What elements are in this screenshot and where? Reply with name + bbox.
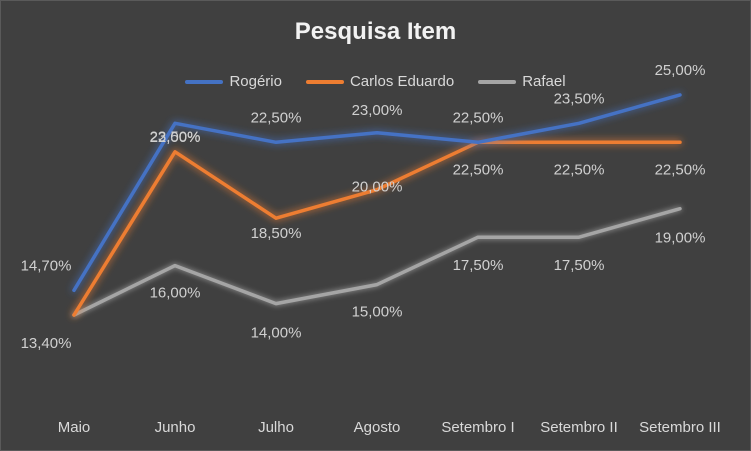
data-label-rogerio: 23,00% [352,102,403,119]
legend-label-rafael: Rafael [522,73,566,90]
chart-title: Pesquisa Item [294,18,457,45]
data-label-rogerio: 14,70% [21,257,72,274]
x-tick-label: Maio [58,419,91,436]
data-label-rafael: 15,00% [352,304,403,321]
legend-item-rafael: Rafael [478,73,566,90]
data-label-rafael: 19,00% [655,230,706,247]
x-tick-label: Julho [258,419,294,436]
legend-swatch-rogerio [185,79,224,84]
data-label-rogerio: 22,50% [453,109,504,126]
x-tick-label: Setembro I [441,419,514,436]
data-label-rafael: 16,00% [150,285,201,302]
data-label-rogerio: 22,50% [251,109,302,126]
data-label-carlos-eduardo: 22,00% [150,129,201,146]
x-tick-label: Agosto [354,419,401,436]
legend-item-rogerio: Rogério [185,73,282,90]
data-label-rogerio: 23,50% [554,90,605,107]
data-label-rogerio: 25,00% [655,62,706,79]
legend-label-carlos-eduardo: Carlos Eduardo [349,73,455,90]
data-label-rafael: 17,50% [554,257,605,274]
x-tick-label: Setembro III [639,419,721,436]
legend-swatch-rafael [478,79,517,84]
data-label-carlos-eduardo: 18,50% [251,225,302,242]
legend-item-carlos-eduardo: Carlos Eduardo [305,73,455,90]
x-tick-label: Setembro II [540,419,618,436]
data-label-carlos-eduardo: 13,40% [21,335,72,352]
data-label-rafael: 17,50% [453,257,504,274]
series-line-carlos-eduardo [72,140,682,317]
x-tick-label: Junho [155,419,196,436]
data-label-carlos-eduardo: 22,50% [554,161,605,178]
data-label-carlos-eduardo: 22,50% [453,161,504,178]
data-label-rafael: 14,00% [251,325,302,342]
legend-label-rogerio: Rogério [229,73,282,90]
data-label-carlos-eduardo: 22,50% [655,161,706,178]
series-line-rafael [72,206,682,317]
series-line-rogerio [72,93,682,293]
data-label-rogerio: 23,50% [150,128,201,145]
legend-swatch-carlos-eduardo [305,79,344,84]
chart-legend: Rogério Carlos Eduardo Rafael [0,73,751,90]
data-label-carlos-eduardo: 20,00% [352,179,403,196]
